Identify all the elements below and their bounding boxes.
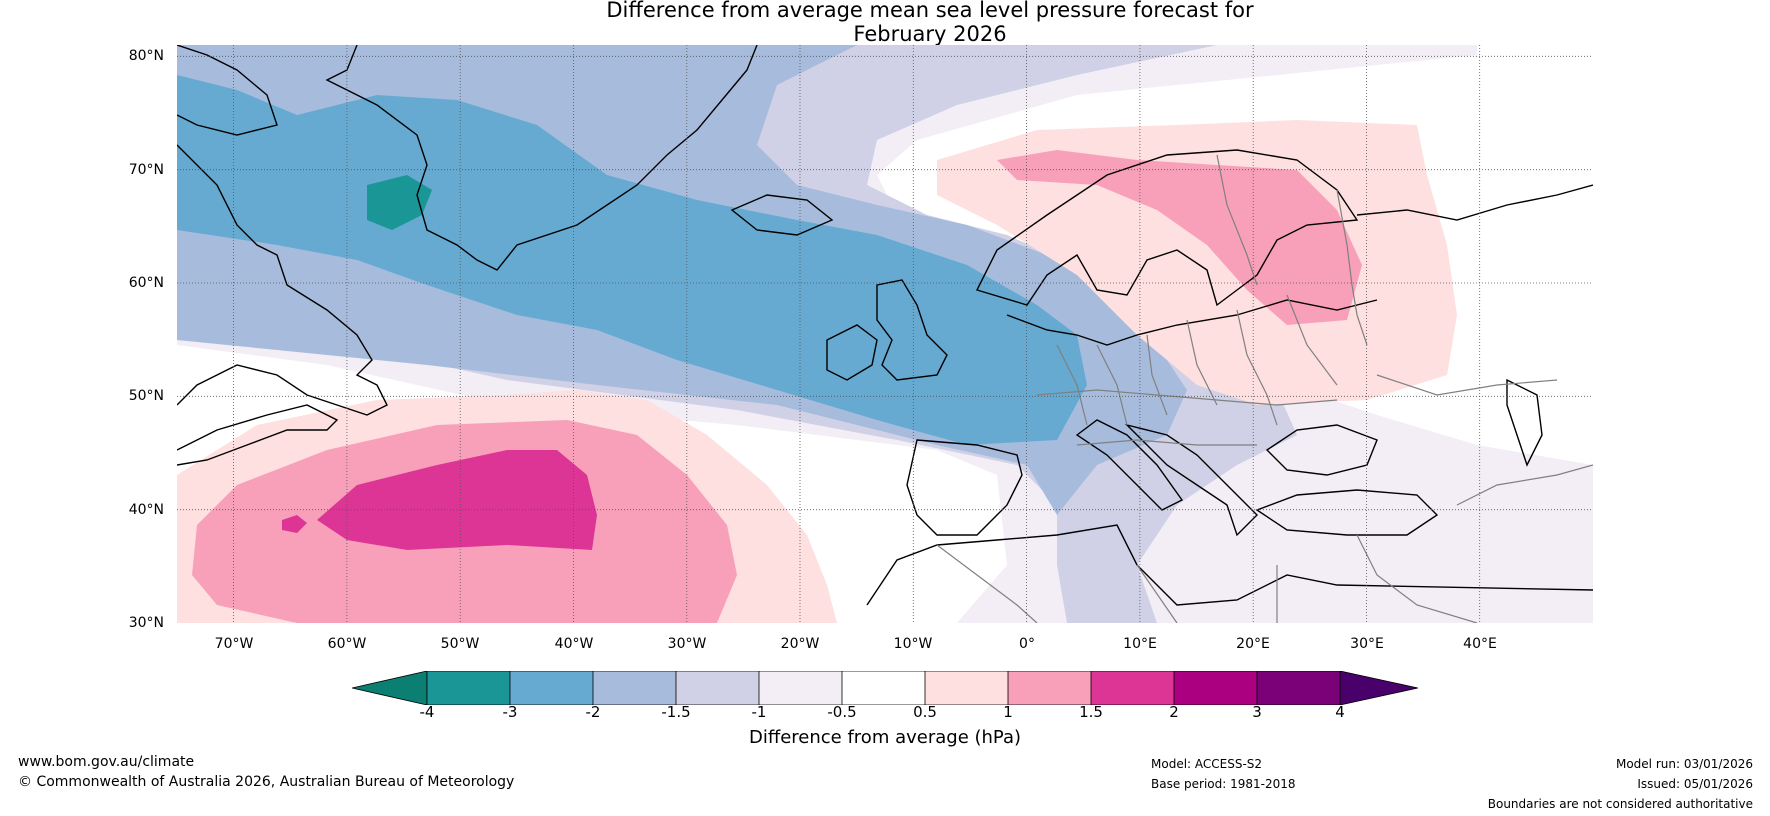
graticule: [177, 45, 1593, 623]
lon-label-40e: 40°E: [1463, 636, 1497, 652]
lon-label-30e: 30°E: [1350, 636, 1384, 652]
coast-caspian: [1506, 378, 1543, 467]
title-line-1: Difference from average mean sea level p…: [606, 0, 1254, 22]
lon-label-30w: 30°W: [667, 636, 707, 652]
colorbar: [352, 671, 1418, 705]
title-line-2: February 2026: [853, 22, 1007, 46]
colorbar-tick-1: 1: [1003, 703, 1013, 721]
colorbar-bin-neg-1.5-to-neg-1: [676, 671, 759, 705]
coast-black-sea: [1265, 424, 1378, 476]
coast-europe-north: [1006, 299, 1378, 346]
coast-nova-scotia: [177, 404, 339, 466]
colorbar-tick-neg-1.5: -1.5: [661, 703, 691, 721]
footer-website[interactable]: www.bom.gov.au/climate: [18, 754, 195, 770]
lat-label-50n: 50°N: [128, 388, 164, 404]
colorbar-bin-neg-2-to-neg-1.5: [593, 671, 676, 705]
coast-labrador: [177, 144, 388, 416]
colorbar-bin-neg-4-to-neg-3: [427, 671, 510, 705]
footer-model: Model: ACCESS-S2: [1151, 757, 1263, 771]
lon-label-20e: 20°E: [1236, 636, 1270, 652]
colorbar-tick-4: 4: [1335, 703, 1345, 721]
colorbar-tick-neg-1: -1: [751, 703, 767, 721]
colorbar-tick-neg-2: -2: [585, 703, 601, 721]
lat-label-80n: 80°N: [128, 48, 164, 64]
map-title: Difference from average mean sea level p…: [0, 0, 1770, 46]
colorbar-tick-0.5: 0.5: [913, 703, 937, 721]
country-borders: [936, 154, 1593, 623]
lon-label-50w: 50°W: [440, 636, 480, 652]
coast-great-britain: [876, 279, 948, 381]
colorbar-tick-2: 2: [1169, 703, 1179, 721]
coast-ireland: [826, 324, 878, 381]
coast-iberia: [906, 439, 1023, 536]
footer-base-period: Base period: 1981-2018: [1151, 777, 1296, 791]
colorbar-bin-3-to-4: [1257, 671, 1340, 705]
lat-label-70n: 70°N: [128, 162, 164, 178]
colorbar-bin-neg-3-to-neg-2: [510, 671, 593, 705]
footer-copyright: © Commonwealth of Australia 2026, Austra…: [18, 774, 515, 790]
coast-iceland: [730, 194, 834, 236]
footer-issued: Issued: 05/01/2026: [1637, 777, 1753, 791]
coast-italy: [1075, 419, 1184, 511]
coast-baffin: [177, 45, 278, 136]
lat-label-40n: 40°N: [128, 502, 164, 518]
pressure-anomaly-map: [177, 45, 1593, 623]
lat-label-60n: 60°N: [128, 275, 164, 291]
colorbar-bin-0.5-to-1: [925, 671, 1008, 705]
colorbar-extend-low: [352, 671, 428, 705]
colorbar-bin-neg-1-to-neg-0.5: [759, 671, 842, 705]
lon-label-20w: 20°W: [780, 636, 820, 652]
map-svg: [177, 45, 1593, 623]
lon-label-40w: 40°W: [554, 636, 594, 652]
lon-label-10e: 10°E: [1123, 636, 1157, 652]
lon-label-70w: 70°W: [214, 636, 254, 652]
colorbar-label: Difference from average (hPa): [748, 727, 1022, 748]
colorbar-bin-1.5-to-2: [1091, 671, 1174, 705]
anomaly-region-neg-2: [177, 75, 1087, 445]
footer-model-run: Model run: 03/01/2026: [1615, 757, 1753, 771]
coastlines: [177, 45, 1593, 606]
lon-label-10w: 10°W: [893, 636, 933, 652]
colorbar-extend-high: [1339, 671, 1418, 705]
colorbar-tick-neg-3: -3: [502, 703, 518, 721]
coast-arctic: [1356, 184, 1593, 221]
colorbar-tick-3: 3: [1252, 703, 1262, 721]
anomaly-region-pos-1.5-atlantic: [317, 450, 597, 550]
coast-balkans: [1124, 423, 1258, 537]
lon-label-0: 0°: [1019, 636, 1035, 652]
coast-turkey: [1255, 489, 1439, 536]
lon-label-60w: 60°W: [327, 636, 367, 652]
anomaly-region-neg-3: [367, 175, 432, 230]
anomaly-region-pos-1-europe: [997, 150, 1362, 325]
colorbar-tick-1.5: 1.5: [1079, 703, 1103, 721]
colorbar-tick-neg-0.5: -0.5: [827, 703, 857, 721]
colorbar-bin-2-to-3: [1174, 671, 1257, 705]
coast-north-africa: [866, 524, 1593, 606]
footer-disclaimer: Boundaries are not considered authoritat…: [1487, 797, 1753, 811]
lat-label-30n: 30°N: [128, 615, 164, 631]
coast-greenland: [325, 45, 758, 271]
colorbar-tick-neg-4: -4: [419, 703, 435, 721]
anomaly-region-pos-1.5-small: [282, 515, 307, 533]
colorbar-bin-1-to-1.5: [1008, 671, 1091, 705]
coast-scandinavia: [976, 149, 1359, 307]
colorbar-bin-neutral: [842, 671, 925, 705]
